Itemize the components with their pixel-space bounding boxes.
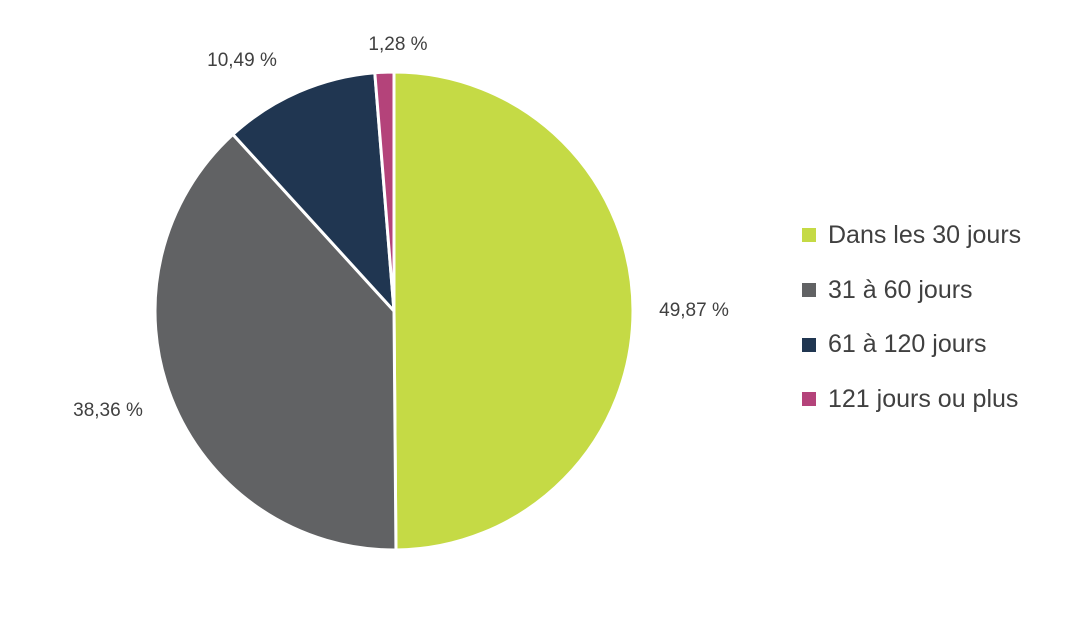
pie-slices bbox=[153, 70, 635, 552]
legend-item-dans-les-30-jours: Dans les 30 jours bbox=[802, 208, 1021, 263]
legend-swatch bbox=[802, 392, 816, 407]
pie-data-labels: 49,87 % 38,36 % 10,49 % 1,28 % bbox=[73, 34, 729, 421]
legend-swatch bbox=[802, 228, 816, 243]
pie-slice-4 bbox=[373, 70, 396, 313]
legend-item-61-a-120-jours: 61 à 120 jours bbox=[802, 317, 1021, 372]
legend-swatch bbox=[802, 337, 816, 352]
legend-label: Dans les 30 jours bbox=[828, 220, 1022, 249]
data-label-2: 38,36 % bbox=[73, 400, 143, 421]
legend-swatch bbox=[802, 283, 816, 298]
data-label-3: 10,49 % bbox=[207, 50, 277, 71]
data-label-4: 1,28 % bbox=[368, 34, 427, 55]
data-label-1: 49,87 % bbox=[659, 300, 729, 321]
legend-label: 31 à 60 jours bbox=[828, 275, 973, 304]
legend-item-121-jours-ou-plus: 121 jours ou plus bbox=[802, 372, 1021, 427]
pie-slice-2 bbox=[153, 132, 398, 552]
legend-label: 61 à 120 jours bbox=[828, 330, 987, 359]
pie-slice-1 bbox=[392, 70, 635, 552]
legend-item-31-a-60-jours: 31 à 60 jours bbox=[802, 263, 1021, 318]
pie-slice-3 bbox=[231, 71, 396, 313]
legend: Dans les 30 jours 31 à 60 jours 61 à 120… bbox=[802, 208, 1021, 427]
legend-label: 121 jours ou plus bbox=[828, 384, 1019, 413]
